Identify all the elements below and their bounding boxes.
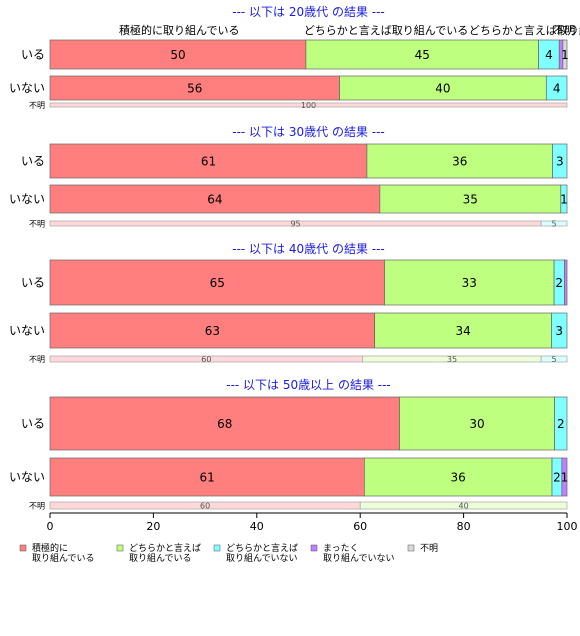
data-label: 2 <box>553 471 561 485</box>
row-label: いる <box>21 417 45 431</box>
data-label: 61 <box>200 471 215 485</box>
legend-swatch <box>116 544 124 552</box>
row-label: いない <box>9 470 45 484</box>
legend-swatch <box>213 544 221 552</box>
bar-segment <box>554 396 568 451</box>
data-label: 56 <box>187 82 202 96</box>
bar-segment <box>540 220 568 227</box>
tick-label: 20 <box>146 520 160 533</box>
data-label: 30 <box>469 417 484 431</box>
data-label: 40 <box>435 82 450 96</box>
row-label: いる <box>21 276 45 290</box>
bar-segment <box>49 396 400 451</box>
bar-segment <box>49 312 376 349</box>
legend-label: 取り組んでいる <box>32 552 95 564</box>
data-label: 64 <box>207 193 222 207</box>
legend-swatch <box>407 544 415 552</box>
data-label: 35 <box>463 193 478 207</box>
row-label: いない <box>9 81 45 95</box>
legend-swatch <box>310 544 318 552</box>
row-label: いる <box>21 48 45 62</box>
data-label: 40 <box>459 502 469 511</box>
data-label: 5 <box>552 355 557 364</box>
bar-segment <box>552 143 568 179</box>
legend-label: どちらかと言えば <box>129 542 201 554</box>
bar-segment <box>359 501 568 510</box>
data-label: 95 <box>290 220 300 229</box>
group-title: --- 以下は 30歳代 の結果 --- <box>232 125 385 139</box>
data-label: 4 <box>553 82 561 96</box>
legend-label: 取り組んでいない <box>323 552 395 564</box>
header-label: 不明 <box>553 24 575 37</box>
legend-label: 取り組んでいない <box>226 552 298 564</box>
legend-label: 不明 <box>420 543 438 554</box>
row-label: いない <box>9 192 45 206</box>
data-label: 60 <box>200 502 210 511</box>
bar-segment <box>363 457 553 497</box>
bar-segment <box>374 312 552 349</box>
tick-label: 0 <box>47 520 54 533</box>
data-label: 1 <box>561 471 569 485</box>
data-label: 2 <box>557 417 565 431</box>
bar-segment <box>551 312 568 349</box>
tick-label: 100 <box>557 520 578 533</box>
row-label: 不明 <box>29 502 45 511</box>
bar-segment <box>560 184 568 214</box>
bar-segment <box>399 396 555 451</box>
bar-segment <box>49 102 568 108</box>
group-title: --- 以下は 20歳代 の結果 --- <box>232 5 385 19</box>
data-label: 3 <box>556 155 564 169</box>
header-label: どちらかと言えば取り組んでいる <box>304 24 468 37</box>
data-label: 5 <box>552 220 557 229</box>
legend-label: 取り組んでいる <box>129 552 192 564</box>
row-label: 不明 <box>29 101 45 110</box>
bar-segment <box>561 457 568 497</box>
data-label: 36 <box>452 155 467 169</box>
legend-swatch <box>19 544 27 552</box>
bar-segment <box>384 259 555 306</box>
bar-segment <box>562 39 568 70</box>
row-label: 不明 <box>29 220 45 229</box>
row-label: 不明 <box>29 355 45 364</box>
data-label: 3 <box>555 324 563 338</box>
data-label: 33 <box>462 276 477 290</box>
legend-label: 積極的に <box>32 542 68 554</box>
group-title: --- 以下は 40歳代 の結果 --- <box>232 242 385 256</box>
legend-label: どちらかと言えば <box>226 542 298 554</box>
data-label: 1 <box>560 193 568 207</box>
data-label: 100 <box>301 101 316 110</box>
legend-label: まったく <box>323 543 359 554</box>
tick-label: 40 <box>250 520 264 533</box>
tick-label: 60 <box>353 520 367 533</box>
row-label: いる <box>21 154 45 168</box>
data-label: 60 <box>201 355 211 364</box>
data-label: 50 <box>170 48 185 62</box>
bar-segment <box>49 457 365 497</box>
row-label: いない <box>9 324 45 338</box>
tick-label: 80 <box>457 520 471 533</box>
data-label: 65 <box>210 276 225 290</box>
bar-segment <box>540 355 568 363</box>
bar-segment <box>49 184 381 214</box>
header-label: 積極的に取り組んでいる <box>119 23 239 37</box>
data-label: 1 <box>561 48 569 62</box>
data-label: 2 <box>555 276 563 290</box>
group-title: --- 以下は 50歳以上 の結果 --- <box>226 378 391 392</box>
bar-segment <box>564 259 568 306</box>
bar-segment <box>545 75 568 101</box>
data-label: 4 <box>545 48 553 62</box>
data-label: 61 <box>201 155 216 169</box>
data-label: 36 <box>451 471 466 485</box>
bar-segment <box>49 259 385 306</box>
bar-segment <box>305 39 539 70</box>
data-label: 35 <box>447 355 457 364</box>
data-label: 34 <box>455 324 470 338</box>
data-label: 45 <box>415 48 430 62</box>
data-label: 68 <box>217 417 232 431</box>
data-label: 63 <box>205 324 220 338</box>
